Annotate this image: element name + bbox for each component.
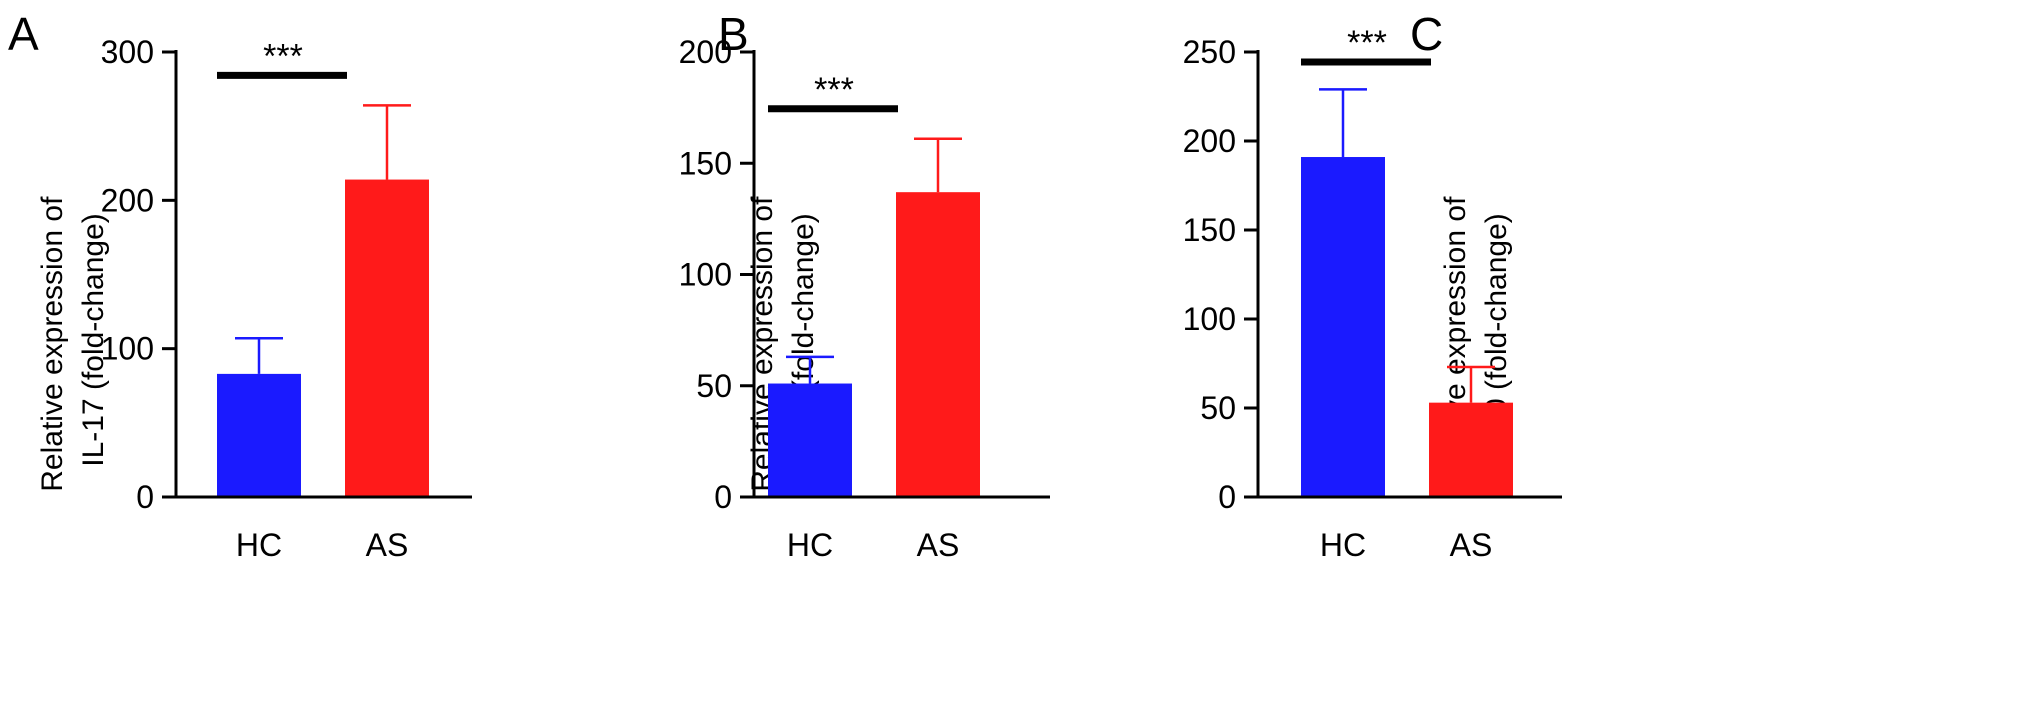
x-tick-label-as-a: AS	[366, 527, 409, 563]
y-tick-label-a: 200	[101, 182, 154, 218]
x-tick-label-hc-c: HC	[1320, 527, 1366, 563]
y-tick-label-b: 50	[696, 368, 732, 404]
y-axis-title-line1-a: Relative expression of	[36, 196, 69, 492]
x-tick-label-hc-a: HC	[236, 527, 282, 563]
x-tick-label-hc-b: HC	[787, 527, 833, 563]
significance-label-a: ***	[263, 37, 303, 75]
panel-c: C Relative expression of IL-10 (fold-cha…	[1183, 8, 1562, 563]
panel-letter-c: C	[1410, 8, 1443, 60]
y-tick-label-a: 300	[101, 34, 154, 70]
significance-label-b: ***	[814, 71, 854, 109]
y-tick-label-a: 0	[136, 479, 154, 515]
bar-as-b	[896, 192, 980, 498]
panel-a: A Relative expression of IL-17 (fold-cha…	[8, 8, 472, 563]
y-tick-label-b: 100	[679, 257, 732, 293]
y-axis-title-a: Relative expression of IL-17 (fold-chang…	[36, 188, 110, 492]
bar-as-c	[1429, 402, 1513, 497]
y-tick-label-c: 0	[1218, 479, 1236, 515]
bar-as-a	[345, 179, 429, 498]
panel-letter-a: A	[8, 8, 39, 60]
y-tick-label-a: 100	[101, 331, 154, 367]
plot-area-a: HC AS 0 100 200 300 ***	[101, 34, 472, 563]
y-tick-label-c: 50	[1200, 390, 1236, 426]
bar-hc-a	[217, 373, 301, 497]
plot-area-b: HC AS 0 50 100 150 200 ***	[679, 34, 1050, 563]
y-tick-label-c: 150	[1183, 212, 1236, 248]
y-tick-label-b: 150	[679, 145, 732, 181]
panel-b: B Relative expression of IL-23 (fold-cha…	[679, 8, 1050, 563]
y-tick-label-c: 250	[1183, 34, 1236, 70]
y-axis-title-line2-a: IL-17 (fold-change)	[77, 213, 110, 466]
bar-hc-b	[768, 383, 852, 497]
y-tick-label-b: 0	[714, 479, 732, 515]
y-tick-label-b: 200	[679, 34, 732, 70]
plot-area-c: HC AS 0 50 100 150 200 250 ***	[1183, 24, 1562, 563]
y-tick-label-c: 100	[1183, 301, 1236, 337]
significance-label-c: ***	[1347, 24, 1387, 62]
bar-hc-c	[1301, 157, 1385, 497]
x-tick-label-as-b: AS	[917, 527, 960, 563]
x-tick-label-as-c: AS	[1450, 527, 1493, 563]
y-tick-label-c: 200	[1183, 123, 1236, 159]
